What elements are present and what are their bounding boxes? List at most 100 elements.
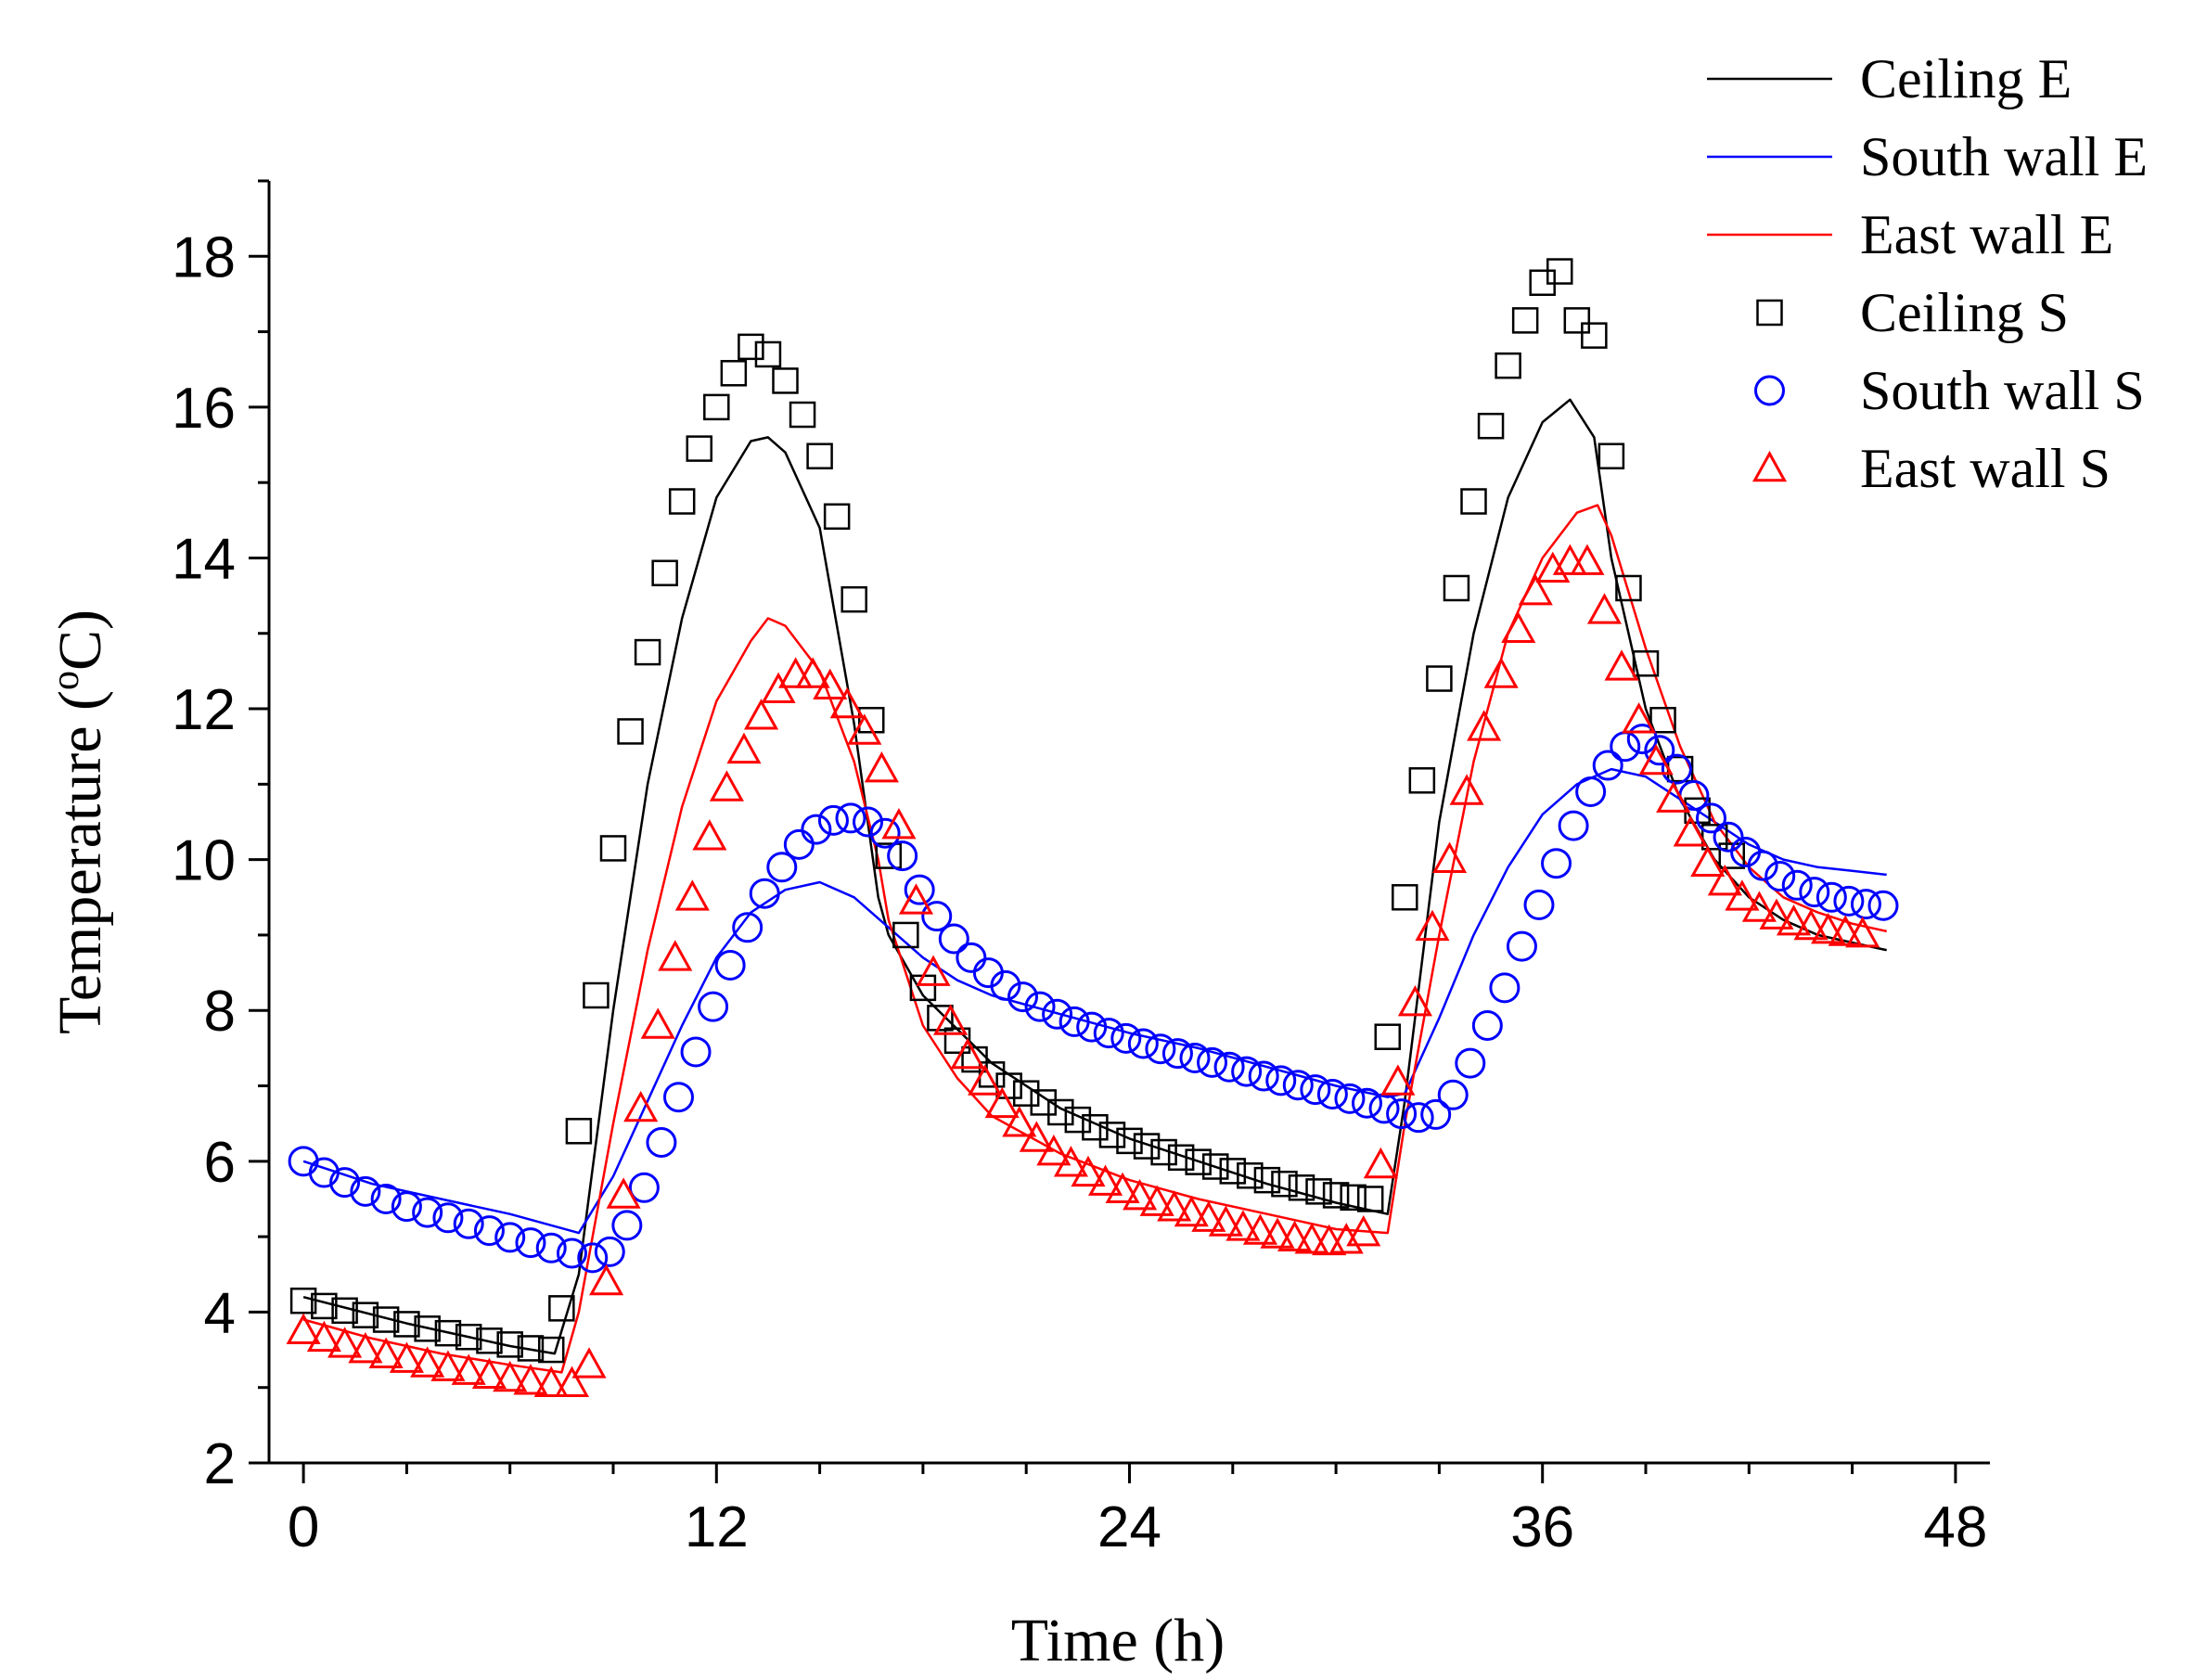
y-axis-title-main: Temperature ( (46, 690, 114, 1034)
data-point-ceiling-s (1167, 1144, 1195, 1172)
data-point-east-wall-s (916, 955, 951, 986)
y-axis-title-sup: o (45, 671, 87, 690)
series-ceiling-e (302, 398, 1887, 1355)
data-point-south-wall-s (556, 1238, 587, 1269)
data-point-east-wall-s (1656, 781, 1691, 813)
data-point-east-wall-s (623, 1090, 659, 1122)
data-point-east-wall-s (1087, 1164, 1123, 1196)
data-point-ceiling-s (1185, 1148, 1212, 1175)
data-point-south-wall-s (453, 1208, 484, 1239)
data-point-east-wall-s (1157, 1190, 1192, 1222)
data-point-east-wall-s (761, 672, 796, 704)
data-point-south-wall-s (1145, 1033, 1176, 1065)
data-point-ceiling-s (1219, 1158, 1247, 1185)
data-point-ceiling-s (1546, 258, 1573, 285)
data-point-east-wall-s (1225, 1210, 1261, 1241)
data-point-east-wall-s (1793, 908, 1828, 941)
data-point-east-wall-s (1174, 1195, 1209, 1227)
data-point-south-wall-s (1437, 1079, 1469, 1110)
data-point-south-wall-s (835, 802, 866, 834)
data-point-south-wall-s (938, 923, 969, 955)
data-point-east-wall-s (1673, 815, 1708, 847)
data-point-ceiling-s (772, 367, 799, 394)
legend-item-south-wall-e: South wall E (1707, 126, 2148, 187)
data-point-south-wall-s (1403, 1102, 1434, 1134)
series-east-wall-e (302, 504, 1887, 1374)
data-point-east-wall-s (1518, 573, 1553, 606)
data-point-ceiling-s (1253, 1166, 1281, 1194)
data-point-ceiling-s (1322, 1182, 1350, 1209)
data-point-ceiling-s (1374, 1023, 1401, 1050)
data-point-east-wall-s (1811, 912, 1846, 944)
data-point-ceiling-s (703, 393, 730, 421)
legend-swatch (1754, 375, 1785, 406)
data-point-ceiling-s (1632, 650, 1660, 677)
data-point-south-wall-s (869, 817, 901, 849)
data-point-east-wall-s (968, 1064, 1003, 1096)
data-point-east-wall-s (1638, 743, 1674, 776)
data-point-south-wall-s (1523, 889, 1555, 920)
data-point-east-wall-s (898, 883, 934, 915)
data-point-south-wall-s (577, 1242, 609, 1274)
data-point-ceiling-s (1356, 1186, 1384, 1212)
legend-item-east-wall-s: East wall S (1751, 438, 2111, 499)
data-point-east-wall-s (1346, 1214, 1381, 1247)
data-point-ceiling-s (892, 921, 919, 949)
data-point-south-wall-s (714, 949, 746, 981)
data-point-ceiling-s (1237, 1162, 1264, 1189)
data-point-east-wall-s (1105, 1172, 1140, 1204)
data-point-ceiling-s (289, 1287, 317, 1315)
data-point-east-wall-s (286, 1313, 321, 1345)
data-point-east-wall-s (1845, 917, 1880, 948)
y-axis-title-tail: C) (46, 609, 114, 671)
data-point-south-wall-s (904, 874, 935, 905)
data-point-east-wall-s (795, 657, 830, 688)
data-point-east-wall-s (1002, 1106, 1037, 1137)
data-point-ceiling-s (720, 360, 748, 387)
y-tick-label: 4 (204, 1281, 236, 1345)
data-point-east-wall-s (829, 686, 865, 719)
data-point-east-wall-s (1776, 904, 1812, 936)
data-point-ceiling-s (1392, 884, 1418, 911)
data-point-east-wall-s (1397, 985, 1432, 1017)
legend-item-east-wall-e: East wall E (1707, 204, 2113, 265)
legend-swatch (1751, 450, 1788, 482)
data-point-east-wall-s (348, 1331, 383, 1364)
legend-item-south-wall-s: South wall S (1754, 360, 2145, 421)
data-point-south-wall-s (1816, 881, 1847, 913)
x-axis-title: Time (h) (1011, 1607, 1225, 1674)
data-point-east-wall-s (1622, 702, 1657, 734)
data-point-south-wall-s (535, 1232, 567, 1263)
legend-label: East wall E (1860, 204, 2113, 265)
data-point-south-wall-s (1110, 1022, 1142, 1054)
data-point-east-wall-s (692, 819, 727, 851)
data-point-south-wall-s (350, 1175, 381, 1207)
data-point-south-wall-s (887, 840, 918, 872)
data-point-south-wall-s (1713, 821, 1744, 853)
data-point-south-wall-s (990, 969, 1021, 1001)
data-point-east-wall-s (327, 1327, 363, 1358)
data-point-ceiling-s (840, 585, 867, 613)
data-point-ceiling-s (1511, 307, 1539, 334)
data-point-east-wall-s (1036, 1134, 1071, 1166)
axis-ticks (249, 179, 1957, 1483)
data-point-east-wall-s (554, 1366, 590, 1397)
data-point-east-wall-s (1535, 551, 1571, 583)
data-point-south-wall-s (611, 1210, 643, 1241)
data-point-ceiling-s (352, 1302, 379, 1328)
data-point-south-wall-s (1661, 753, 1692, 785)
data-point-south-wall-s (783, 828, 815, 860)
data-point-east-wall-s (571, 1347, 607, 1379)
data-point-ceiling-s (1426, 665, 1453, 692)
data-point-south-wall-s (1282, 1070, 1314, 1101)
data-point-east-wall-s (1277, 1220, 1313, 1252)
data-point-ceiling-s (1700, 824, 1728, 851)
data-point-south-wall-s (1213, 1051, 1245, 1083)
data-point-south-wall-s (1471, 1009, 1503, 1041)
data-point-south-wall-s (594, 1236, 625, 1267)
data-point-ceiling-s (1030, 1089, 1057, 1116)
y-tick-label: 6 (204, 1131, 236, 1195)
data-point-east-wall-s (1363, 1147, 1398, 1179)
data-point-south-wall-s (1161, 1038, 1193, 1070)
